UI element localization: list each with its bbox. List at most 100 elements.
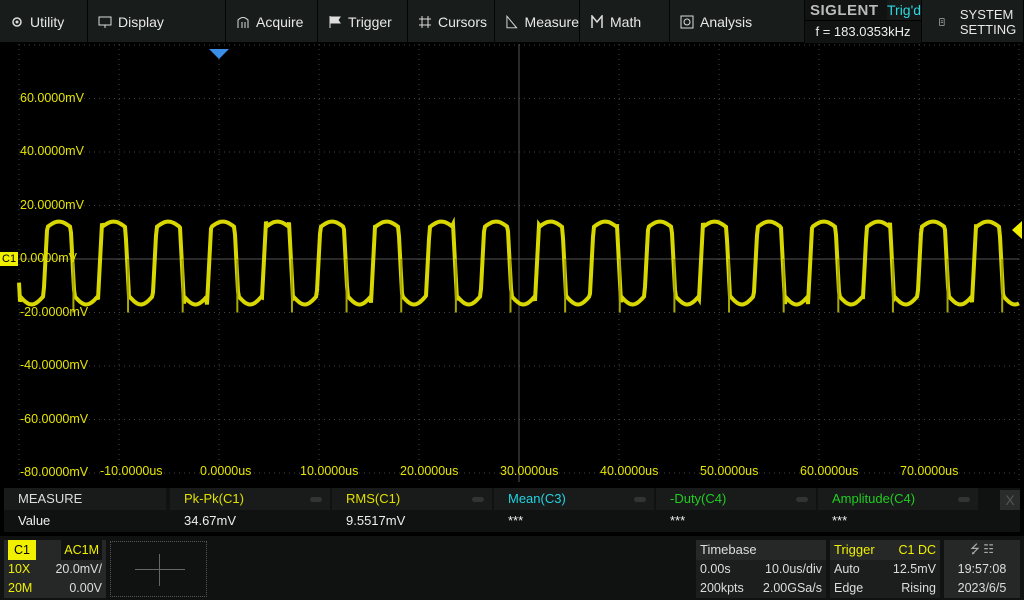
vertical-offset: 0.00V [69, 581, 102, 595]
cursor-grid-icon [419, 15, 431, 28]
siglent-logo: SIGLENT [810, 2, 879, 19]
measure-options[interactable] [472, 497, 484, 502]
y-axis-label: 60.0000mV [20, 90, 84, 105]
timebase-title: Timebase [700, 542, 757, 557]
analysis-icon [680, 15, 694, 28]
measure-options[interactable] [310, 497, 322, 502]
x-axis-label: 10.0000us [300, 464, 359, 478]
x-axis-label: 20.0000us [400, 464, 459, 478]
status-bar: C1 AC1M 10X 20.0mV/ 20M 0.00V Timebase 0.00… [0, 536, 1024, 600]
clock-date: 2023/6/5 [957, 581, 1007, 595]
probe-ratio: 10X [8, 562, 31, 576]
trigger-level: 12.5mV [892, 562, 936, 576]
measure-value: 34.67mV [184, 513, 237, 528]
measure-item[interactable]: Mean(C3) *** [494, 488, 654, 532]
measure-options[interactable] [634, 497, 646, 502]
channel-1-trace [17, 216, 1020, 307]
measure-name: -Duty(C4) [656, 488, 816, 510]
channel-name: C1 [8, 540, 36, 560]
measure-row-label: Value [18, 513, 51, 528]
x-axis-label: -10.0000us [100, 464, 163, 478]
battery-icon [939, 17, 945, 26]
measure-item[interactable]: RMS(C1) 9.5517mV [332, 488, 492, 532]
menu-label: Measure [524, 13, 579, 30]
acquire-icon [237, 16, 249, 28]
trigger-position-marker[interactable] [209, 49, 229, 61]
measure-name: RMS(C1) [332, 488, 492, 510]
measure-item[interactable]: -Duty(C4) *** [656, 488, 816, 532]
measure-value: *** [670, 513, 686, 528]
menu-analysis[interactable]: Analysis [670, 0, 805, 43]
system-setting-label: SYSTEM SETTING [959, 6, 1017, 37]
menu-display[interactable]: Display [88, 0, 226, 43]
measure-value: *** [832, 513, 848, 528]
trigger-info[interactable]: Trigger C1 DC Auto 12.5mV Edge Rising [830, 540, 940, 598]
measure-name: Amplitude(C4) [818, 488, 978, 510]
menu-acquire[interactable]: Acquire [226, 0, 318, 43]
channel-coupling: AC1M [61, 540, 102, 560]
measure-item[interactable]: Amplitude(C4) *** [818, 488, 978, 532]
trigger-slope: Rising [901, 581, 936, 595]
bandwidth-limit: 20M [8, 581, 33, 595]
add-channel-slot[interactable] [110, 541, 207, 597]
vertical-scale: 20.0mV/ [55, 562, 102, 576]
menu-measure[interactable]: Measure [495, 0, 580, 43]
menu-label: Cursors [438, 13, 488, 30]
x-axis-label: 70.0000us [900, 464, 959, 478]
measure-item[interactable]: Pk-Pk(C1) 34.67mV [170, 488, 330, 532]
x-axis-label: 50.0000us [700, 464, 759, 478]
trigger-source: C1 [898, 543, 915, 557]
gear-icon [12, 16, 22, 27]
network-icon: ☷ [983, 542, 995, 556]
memory-depth: 200kpts [700, 581, 744, 595]
system-setting-button[interactable]: SYSTEM SETTING [922, 0, 1024, 43]
waveform-display[interactable]: 60.0000mV 40.0000mV 20.0000mV 0.0000mV -20.0… [0, 44, 1024, 482]
measure-options[interactable] [796, 497, 808, 502]
y-axis-label: 0.0000mV [20, 251, 77, 265]
frequency-counter: f = 183.0353kHz [815, 24, 911, 39]
menu-label: Trigger [348, 13, 392, 30]
menu-label: Analysis [700, 13, 753, 30]
x-axis-label: 60.0000us [800, 464, 859, 478]
channel-1-marker[interactable]: C1 [0, 252, 19, 266]
measure-panel: MEASURE Value Pk-Pk(C1) 34.67mV RMS(C1) 9.55… [4, 488, 1020, 532]
clock-time: 19:57:08 [957, 562, 1007, 576]
usb-icon: ⭍ [969, 542, 980, 556]
y-axis-label: 40.0000mV [20, 144, 84, 158]
flag-icon [329, 15, 341, 28]
timebase-delay: 0.00s [700, 562, 731, 576]
menu-label: Display [118, 13, 164, 30]
measure-value: *** [508, 513, 524, 528]
trigger-mode: Auto [834, 562, 860, 576]
trigger-level-marker[interactable] [1010, 221, 1022, 239]
trigger-coupling: DC [917, 543, 936, 557]
menu-cursors[interactable]: Cursors [408, 0, 495, 43]
y-axis-label: -40.0000mV [20, 358, 89, 372]
measure-value: 9.5517mV [346, 513, 406, 528]
sample-rate: 2.00GSa/s [762, 581, 822, 595]
channel-1-info[interactable]: C1 AC1M 10X 20.0mV/ 20M 0.00V [4, 540, 106, 598]
menu-trigger[interactable]: Trigger [318, 0, 408, 43]
menu-utility[interactable]: Utility [0, 0, 88, 43]
y-axis-label: -20.0000mV [20, 304, 89, 319]
menu-label: Utility [30, 13, 65, 30]
ruler-icon [506, 14, 518, 28]
monitor-icon [98, 16, 112, 28]
measure-options[interactable] [958, 497, 970, 502]
y-axis-label: -80.0000mV [20, 465, 89, 479]
measure-title: MEASURE [4, 488, 166, 510]
clock-panel: ⭍ ☷ 19:57:08 2023/6/5 [944, 540, 1020, 598]
timebase-scale: 10.0us/div [765, 562, 822, 576]
trigger-title: Trigger [834, 542, 875, 557]
trigger-status: Trig'd [887, 0, 922, 20]
menu-math[interactable]: Math [580, 0, 670, 43]
x-axis-label: 40.0000us [600, 464, 659, 478]
status-panel: SIGLENT Trig'd f = 183.0353kHz [805, 0, 923, 43]
measure-name: Pk-Pk(C1) [170, 488, 330, 510]
timebase-info[interactable]: Timebase 0.00s 10.0us/div 200kpts 2.00GSa/… [696, 540, 826, 598]
graticule [17, 44, 1020, 482]
menu-label: Acquire [256, 13, 304, 30]
measure-name: Mean(C3) [494, 488, 654, 510]
menu-bar: Utility Display Acquire Trigger Cursors Measu… [0, 0, 1024, 43]
close-measure-button[interactable]: X [1000, 490, 1020, 510]
